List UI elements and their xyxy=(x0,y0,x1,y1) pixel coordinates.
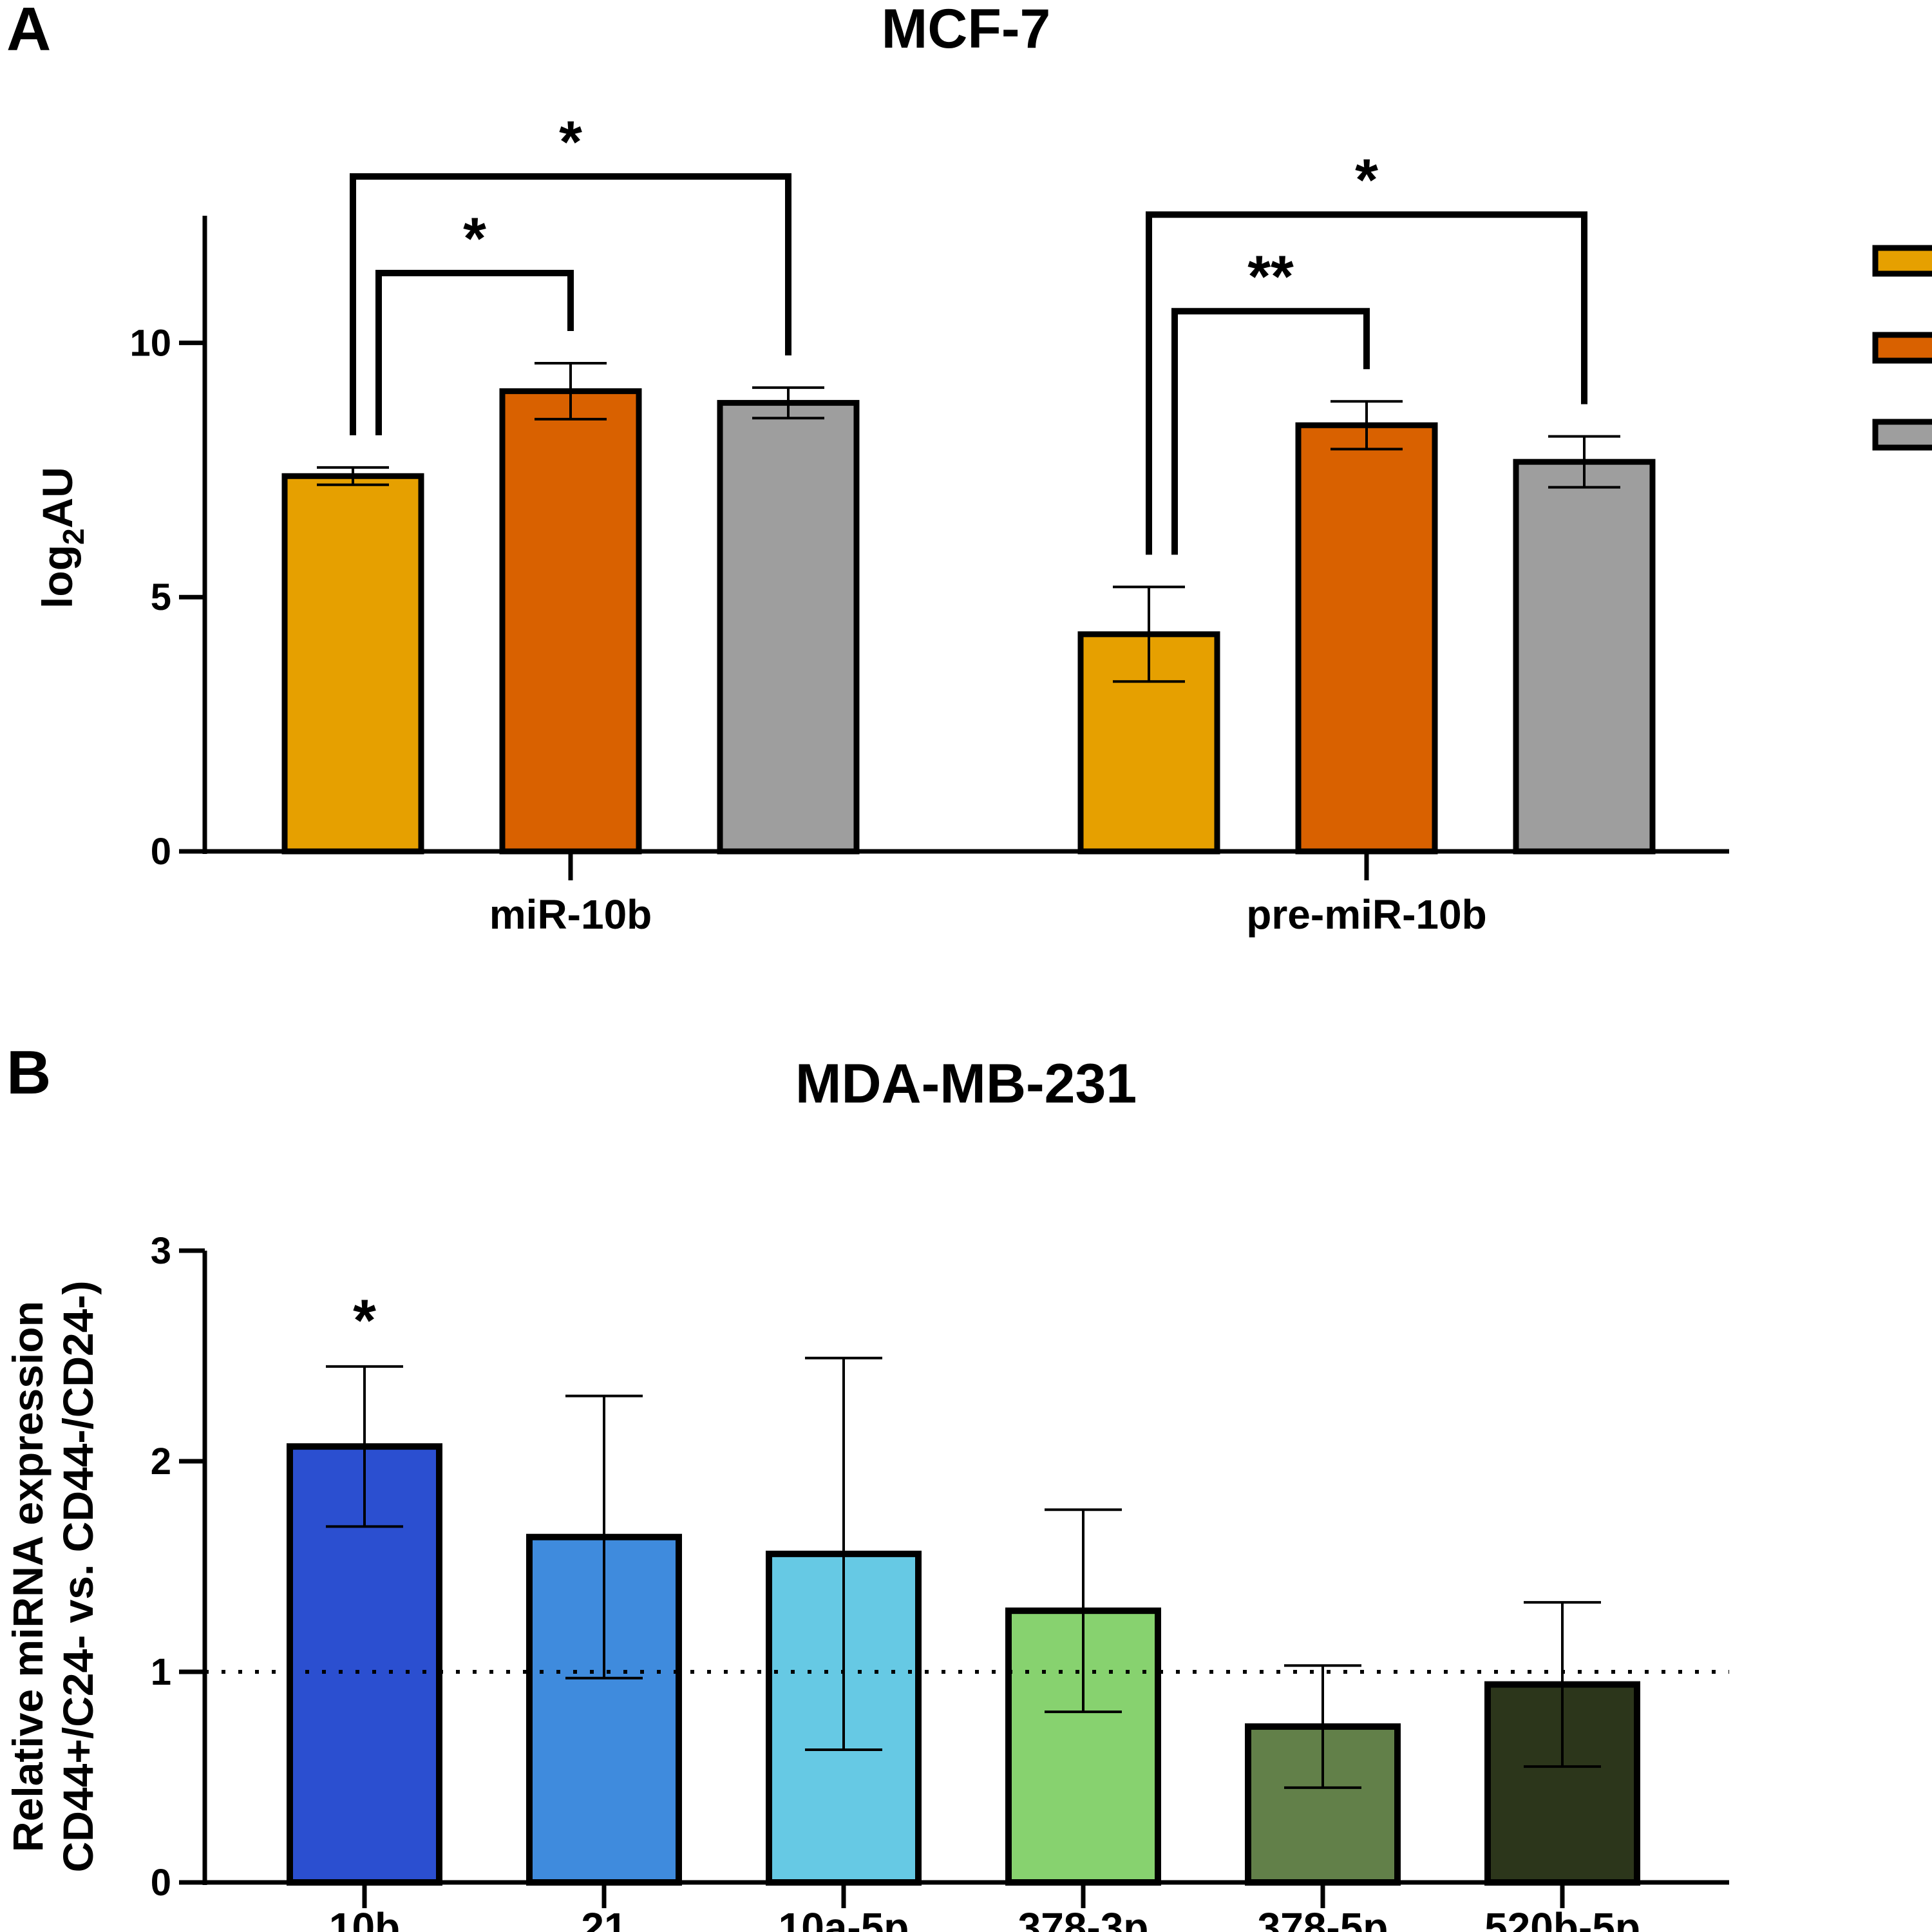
panel-a-significance-bracket xyxy=(375,269,574,435)
panel-a-category-label: miR-10b xyxy=(489,891,652,938)
panel-b-y-tick-label: 0 xyxy=(151,1862,171,1904)
panel-b-y-tick-label: 2 xyxy=(151,1441,171,1482)
panel-a-legend-swatch xyxy=(1872,245,1932,277)
panel-a-ylabel-rest: AU xyxy=(33,467,81,528)
panel-b-category-label: 378-5p xyxy=(1258,1904,1388,1932)
panel-a-significance-label: * xyxy=(559,109,582,175)
panel-b-category-label: 10b xyxy=(329,1904,400,1932)
panel-a-bar xyxy=(717,400,860,855)
panel-a-legend-swatch xyxy=(1872,419,1932,451)
panel-b-category-label: 520b-5p xyxy=(1484,1904,1640,1932)
panel-a-ylabel-sub: 2 xyxy=(57,528,90,545)
panel-b-plot: 0 1 2 3 10b 21 10a-5p 378-3p 378-5p 520b-5p * xyxy=(151,1230,1729,1932)
panel-a-bar xyxy=(281,473,424,855)
panel-a-y-tick-label: 5 xyxy=(151,576,171,618)
panel-b-title: MDA-MB-231 xyxy=(795,1053,1137,1115)
panel-a-legend-swatch xyxy=(1872,332,1932,364)
panel-b-y-tick-label: 3 xyxy=(151,1230,171,1272)
panel-b-significance-label: * xyxy=(353,1288,376,1354)
panel-a-bar xyxy=(1513,459,1656,855)
panel-a-ylabel: log2AU xyxy=(33,467,90,609)
panel-a-significance-label: * xyxy=(463,206,486,272)
panel-b-letter: B xyxy=(6,1038,51,1107)
panel-a-bar xyxy=(499,388,642,855)
panel-b-y-tick-label: 1 xyxy=(151,1651,171,1693)
panel-a-significance-bracket xyxy=(1146,211,1587,555)
panel-b-category-label: 21 xyxy=(581,1904,627,1932)
panel-b-bar xyxy=(1245,1723,1401,1886)
panel-a-ylabel-base: log xyxy=(33,545,81,609)
panel-a-significance-label: ** xyxy=(1247,244,1294,310)
panel-a-title: MCF-7 xyxy=(882,0,1051,60)
panel-a-significance-bracket xyxy=(1171,308,1370,555)
panel-a-significance-label: * xyxy=(1355,147,1378,213)
panel-b-category-label: 378-3p xyxy=(1018,1904,1149,1932)
panel-a-bar xyxy=(1077,631,1220,855)
panel-a-letter: A xyxy=(6,0,51,64)
panel-a-category-label: pre-miR-10b xyxy=(1246,891,1486,938)
panel-b-ylabel-line1: Relative miRNA expression xyxy=(4,1301,52,1852)
panel-a-significance-bracket xyxy=(350,173,791,435)
panel-a-y-tick-label: 10 xyxy=(129,322,171,364)
panel-a-y-tick-label: 0 xyxy=(151,831,171,873)
panel-b-category-label: 10a-5p xyxy=(779,1904,909,1932)
panel-b-ylabel-line2: CD44+/C24- vs. CD44-/CD24-) xyxy=(54,1281,102,1873)
panel-a-bar xyxy=(1295,422,1438,855)
